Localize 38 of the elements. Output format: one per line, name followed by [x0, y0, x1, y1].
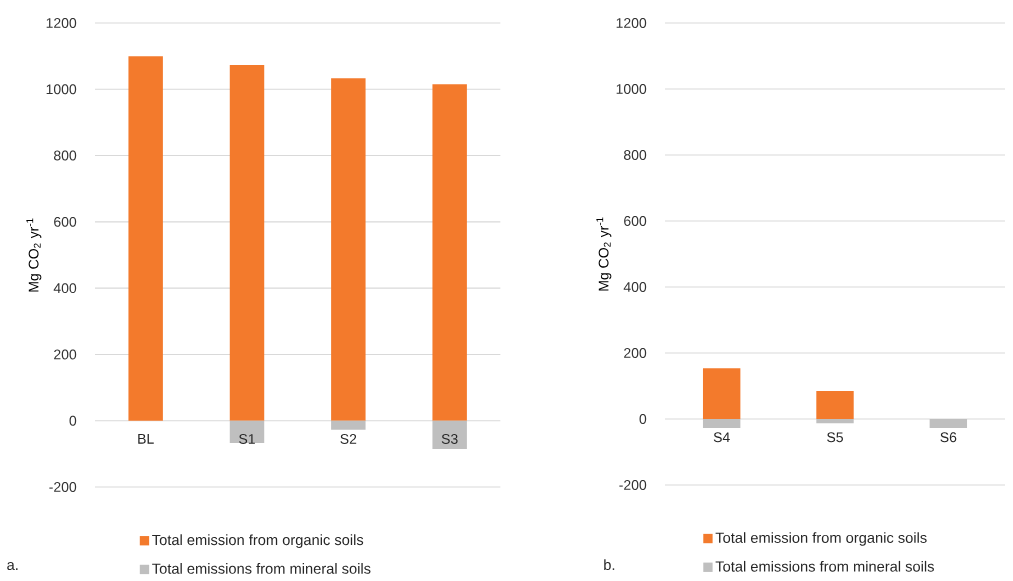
x-tick-label: BL: [138, 433, 154, 444]
bar: [331, 78, 366, 421]
y-tick-label: 0: [69, 415, 77, 426]
bar: [229, 420, 265, 443]
y-tick-label: -200: [619, 479, 647, 490]
x-tick-label: S6: [940, 432, 957, 443]
y-tick-label: 1000: [616, 83, 647, 94]
x-tick-label: S1: [239, 433, 255, 444]
y-axis-title: Mg CO$_{2}$ yr$^{-1}$: [596, 217, 612, 291]
bar: [128, 56, 163, 421]
bar: [432, 84, 467, 421]
legend-label: Total emission from organic soils: [715, 532, 927, 546]
text: b.: [604, 559, 615, 570]
x-tick-label: S2: [340, 433, 357, 444]
y-tick-label: 800: [623, 149, 647, 160]
y-tick-label: 800: [53, 150, 77, 161]
y-tick-label: 1000: [46, 84, 77, 95]
y-tick-label: 0: [639, 413, 647, 424]
bar: [432, 420, 467, 449]
bar: [229, 65, 265, 421]
y-tick-label: 200: [54, 349, 77, 360]
text: a.: [7, 561, 18, 570]
y-tick-label: 600: [624, 215, 647, 226]
y-tick-label: 600: [54, 216, 77, 227]
legend-label: Total emissions from mineral soils: [715, 560, 934, 572]
y-tick-label: 1200: [46, 17, 77, 28]
x-tick-label: S5: [827, 432, 843, 443]
y-tick-label: 200: [624, 347, 647, 358]
y-tick-label: -200: [49, 481, 77, 492]
y-tick-label: 400: [53, 283, 77, 294]
legend-label: Total emission from organic soils: [152, 534, 364, 548]
x-tick-label: S3: [441, 433, 458, 444]
y-tick-label: 1200: [616, 17, 647, 28]
legend-label: Total emissions from mineral soils: [152, 563, 371, 574]
y-tick-label: 400: [623, 281, 647, 292]
bar: [331, 420, 366, 430]
y-axis-title: Mg CO$_{2}$ yr$^{-1}$: [26, 218, 42, 292]
x-tick-label: S4: [713, 432, 730, 443]
